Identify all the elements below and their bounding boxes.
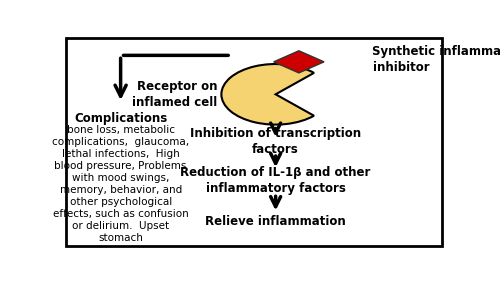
Text: Complications: Complications <box>74 112 167 124</box>
Text: Relieve inflammation: Relieve inflammation <box>206 216 346 228</box>
Wedge shape <box>222 64 314 124</box>
Text: Reduction of IL-1β and other
inflammatory factors: Reduction of IL-1β and other inflammator… <box>180 166 371 195</box>
Polygon shape <box>274 51 324 73</box>
Text: Inhibition of transcription
factors: Inhibition of transcription factors <box>190 127 361 157</box>
Text: bone loss, metabolic
complications,  glaucoma,
lethal infections,  High
blood pr: bone loss, metabolic complications, glau… <box>52 124 189 243</box>
Text: Synthetic inflammatory
inhibitor: Synthetic inflammatory inhibitor <box>372 45 500 74</box>
Text: Receptor on
inflamed cell: Receptor on inflamed cell <box>132 80 218 109</box>
